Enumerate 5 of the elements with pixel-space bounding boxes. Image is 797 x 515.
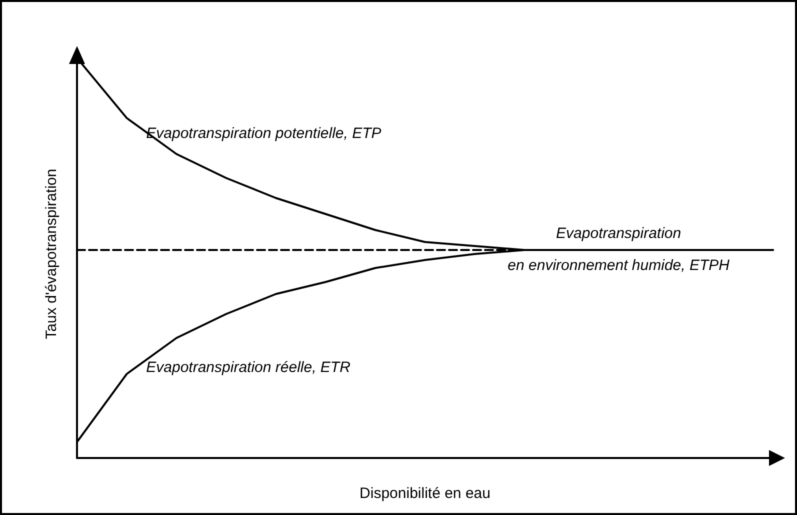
x-axis-title: Disponibilité en eau (360, 485, 490, 502)
series-label: Evapotranspiration en environnement humide, ETPH (508, 225, 730, 274)
y-axis-title: Taux d'évapotranspiration (43, 168, 60, 340)
series-label: Evapotranspiration potentielle, ETP (146, 125, 382, 142)
series-label: Evapotranspiration réelle, ETR (146, 359, 351, 376)
